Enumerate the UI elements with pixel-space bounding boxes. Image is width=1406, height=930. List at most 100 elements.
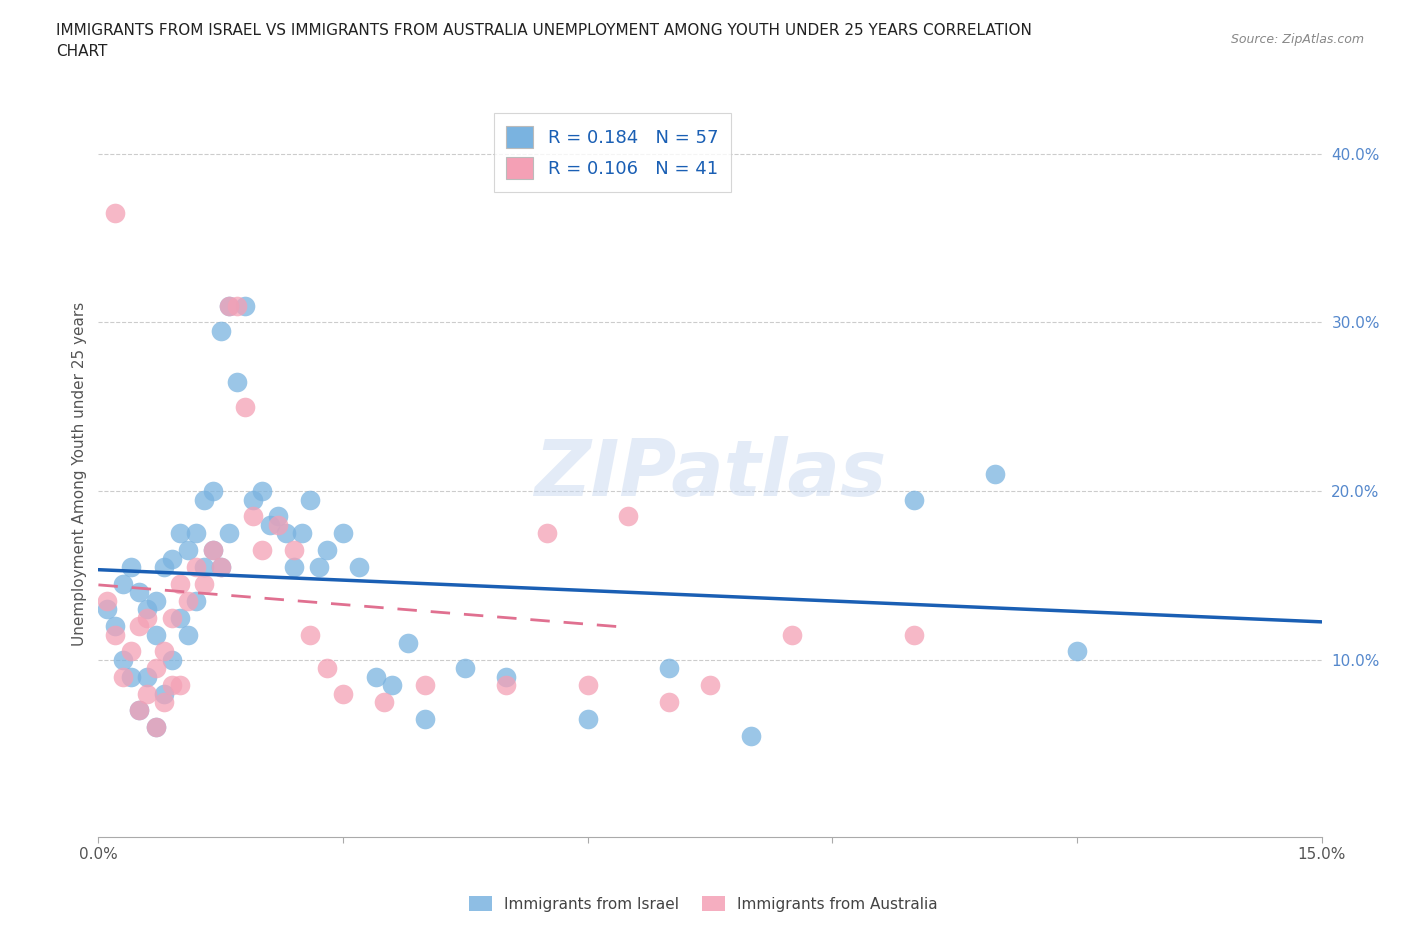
Point <box>120 560 142 575</box>
Point <box>152 644 174 658</box>
Point <box>186 593 208 608</box>
Point <box>136 610 159 625</box>
Point <box>136 602 159 617</box>
Point <box>193 492 215 507</box>
Point <box>120 670 142 684</box>
Point <box>658 661 681 676</box>
Point <box>201 484 224 498</box>
Legend: Immigrants from Israel, Immigrants from Australia: Immigrants from Israel, Immigrants from … <box>463 889 943 918</box>
Point <box>250 543 273 558</box>
Point <box>299 627 322 642</box>
Point <box>699 678 721 693</box>
Point <box>209 324 232 339</box>
Point <box>396 635 419 650</box>
Point <box>96 602 118 617</box>
Point <box>259 517 281 532</box>
Point <box>1066 644 1088 658</box>
Point <box>128 703 150 718</box>
Point <box>332 525 354 540</box>
Point <box>315 661 337 676</box>
Point <box>209 560 232 575</box>
Point <box>169 525 191 540</box>
Point <box>160 653 183 668</box>
Point <box>186 525 208 540</box>
Point <box>381 678 404 693</box>
Point <box>104 618 127 633</box>
Point <box>169 577 191 591</box>
Point <box>226 299 249 313</box>
Point <box>96 593 118 608</box>
Point <box>201 543 224 558</box>
Point <box>536 525 558 540</box>
Point <box>267 517 290 532</box>
Point <box>136 686 159 701</box>
Point <box>903 627 925 642</box>
Point <box>364 670 387 684</box>
Point <box>193 560 215 575</box>
Point <box>111 577 134 591</box>
Point <box>658 695 681 710</box>
Point <box>177 593 200 608</box>
Point <box>740 728 762 743</box>
Point <box>169 678 191 693</box>
Point <box>274 525 297 540</box>
Point <box>104 206 127 220</box>
Point <box>160 610 183 625</box>
Point <box>177 627 200 642</box>
Point <box>111 670 134 684</box>
Point <box>145 720 167 735</box>
Point <box>193 577 215 591</box>
Point <box>152 695 174 710</box>
Point <box>201 543 224 558</box>
Text: IMMIGRANTS FROM ISRAEL VS IMMIGRANTS FROM AUSTRALIA UNEMPLOYMENT AMONG YOUTH UND: IMMIGRANTS FROM ISRAEL VS IMMIGRANTS FRO… <box>56 23 1032 60</box>
Point <box>454 661 477 676</box>
Point <box>308 560 330 575</box>
Point <box>177 543 200 558</box>
Point <box>242 509 264 524</box>
Point <box>984 467 1007 482</box>
Point <box>145 661 167 676</box>
Point <box>226 374 249 389</box>
Point <box>218 525 240 540</box>
Point <box>145 593 167 608</box>
Point <box>145 720 167 735</box>
Y-axis label: Unemployment Among Youth under 25 years: Unemployment Among Youth under 25 years <box>72 302 87 646</box>
Point <box>780 627 803 642</box>
Point <box>576 678 599 693</box>
Point <box>160 678 183 693</box>
Point <box>332 686 354 701</box>
Point <box>283 543 305 558</box>
Point <box>152 560 174 575</box>
Point <box>413 678 436 693</box>
Point <box>576 711 599 726</box>
Legend: R = 0.184   N = 57, R = 0.106   N = 41: R = 0.184 N = 57, R = 0.106 N = 41 <box>494 113 731 192</box>
Point <box>136 670 159 684</box>
Point <box>299 492 322 507</box>
Point <box>495 670 517 684</box>
Point <box>111 653 134 668</box>
Point <box>349 560 371 575</box>
Point <box>242 492 264 507</box>
Point <box>373 695 395 710</box>
Point <box>120 644 142 658</box>
Point <box>128 703 150 718</box>
Point <box>495 678 517 693</box>
Point <box>291 525 314 540</box>
Point <box>160 551 183 566</box>
Point <box>209 560 232 575</box>
Point <box>233 399 256 414</box>
Point <box>104 627 127 642</box>
Point <box>128 618 150 633</box>
Point <box>903 492 925 507</box>
Point <box>128 585 150 600</box>
Point <box>250 484 273 498</box>
Point <box>617 509 640 524</box>
Text: ZIPatlas: ZIPatlas <box>534 436 886 512</box>
Point <box>413 711 436 726</box>
Point <box>169 610 191 625</box>
Point <box>315 543 337 558</box>
Point <box>152 686 174 701</box>
Point <box>145 627 167 642</box>
Point <box>267 509 290 524</box>
Point <box>233 299 256 313</box>
